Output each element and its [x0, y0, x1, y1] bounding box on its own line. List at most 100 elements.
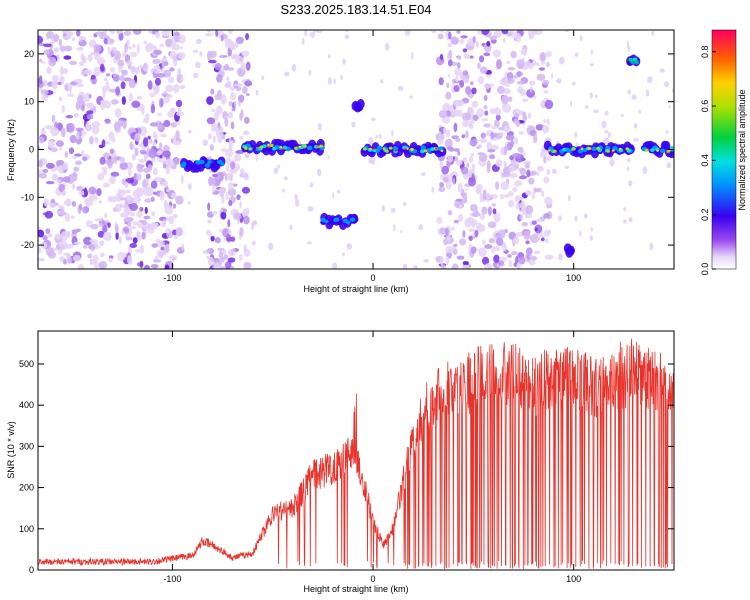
noise-speckle — [38, 35, 44, 45]
noise-speckle — [543, 176, 550, 184]
noise-speckle — [160, 133, 168, 138]
noise-speckle — [301, 37, 305, 45]
noise-speckle — [451, 226, 455, 231]
noise-speckle — [65, 198, 72, 207]
noise-speckle — [181, 243, 184, 251]
noise-speckle — [481, 239, 486, 245]
noise-speckle — [87, 53, 93, 63]
noise-speckle — [214, 237, 221, 244]
noise-speckle — [564, 165, 570, 169]
noise-speckle — [81, 104, 85, 112]
noise-speckle — [544, 99, 554, 110]
noise-speckle — [237, 217, 241, 224]
noise-speckle — [159, 190, 165, 201]
noise-speckle — [108, 257, 113, 263]
noise-speckle — [540, 61, 546, 65]
noise-speckle — [38, 145, 41, 150]
noise-speckle — [471, 163, 476, 172]
noise-speckle — [592, 109, 599, 114]
noise-speckle — [85, 121, 91, 132]
noise-speckle — [536, 73, 546, 81]
noise-speckle — [221, 66, 225, 73]
noise-speckle — [472, 114, 479, 121]
noise-speckle — [172, 55, 178, 62]
noise-speckle — [447, 59, 453, 67]
noise-speckle — [626, 40, 630, 49]
noise-speckle — [483, 123, 491, 128]
colorbar-gradient — [711, 29, 737, 270]
noise-speckle — [542, 119, 547, 124]
spectrogram-x-tick-label: 0 — [371, 273, 376, 283]
noise-speckle — [236, 194, 241, 201]
noise-speckle — [447, 154, 454, 163]
noise-speckle — [117, 251, 126, 262]
noise-speckle — [525, 190, 532, 196]
noise-speckle — [176, 111, 185, 117]
noise-speckle — [49, 202, 56, 209]
noise-speckle — [439, 135, 445, 140]
noise-speckle — [134, 67, 140, 75]
noise-speckle — [125, 177, 135, 184]
noise-speckle — [546, 118, 550, 126]
noise-speckle — [541, 190, 545, 197]
noise-speckle — [79, 203, 83, 211]
noise-speckle — [58, 38, 63, 47]
noise-speckle — [590, 227, 593, 232]
noise-speckle — [139, 244, 145, 255]
noise-speckle — [268, 242, 274, 251]
noise-speckle — [149, 92, 156, 98]
noise-speckle — [493, 212, 501, 223]
noise-speckle — [456, 30, 461, 34]
noise-speckle — [501, 172, 511, 178]
noise-speckle — [235, 149, 245, 155]
noise-speckle — [57, 81, 62, 86]
noise-speckle — [246, 93, 250, 97]
noise-speckle — [665, 130, 669, 134]
noise-speckle — [173, 214, 178, 219]
noise-speckle — [513, 137, 519, 145]
snr-x-tick-label: -100 — [163, 574, 181, 584]
noise-speckle — [230, 136, 234, 141]
colorbar-tick-label: 0.2 — [700, 208, 710, 221]
noise-speckle — [574, 52, 579, 57]
noise-speckle — [457, 182, 463, 193]
noise-speckle — [490, 131, 495, 139]
noise-speckle — [105, 120, 111, 124]
noise-speckle — [502, 103, 512, 113]
noise-speckle — [148, 30, 153, 34]
noise-speckle — [465, 130, 469, 139]
noise-speckle — [418, 224, 424, 231]
noise-speckle — [342, 58, 346, 65]
noise-speckle — [90, 243, 96, 252]
noise-speckle — [468, 107, 474, 115]
noise-speckle — [666, 162, 672, 169]
noise-speckle — [631, 94, 637, 101]
noise-speckle — [165, 216, 170, 222]
noise-speckle — [222, 249, 227, 255]
noise-speckle — [468, 235, 473, 242]
noise-speckle — [495, 159, 503, 168]
noise-speckle — [212, 135, 216, 143]
noise-speckle — [123, 30, 132, 36]
noise-speckle — [222, 208, 227, 213]
spectrogram-y-tick-label: -20 — [21, 240, 34, 250]
noise-speckle — [136, 174, 142, 182]
noise-speckle — [89, 257, 92, 266]
noise-speckle — [227, 47, 231, 57]
noise-speckle — [495, 181, 500, 190]
noise-speckle — [492, 49, 501, 58]
noise-speckle — [206, 50, 213, 61]
noise-speckle — [478, 247, 487, 257]
noise-speckle — [88, 186, 97, 195]
noise-speckle — [465, 86, 472, 95]
noise-speckle — [237, 101, 242, 107]
noise-speckle — [479, 224, 486, 232]
noise-speckle — [51, 173, 59, 182]
noise-speckle — [112, 137, 116, 144]
noise-speckle — [332, 192, 335, 199]
noise-speckle — [487, 148, 496, 153]
noise-speckle — [168, 161, 171, 166]
noise-speckle — [128, 92, 134, 102]
noise-speckle — [124, 181, 129, 189]
noise-speckle — [228, 30, 233, 35]
